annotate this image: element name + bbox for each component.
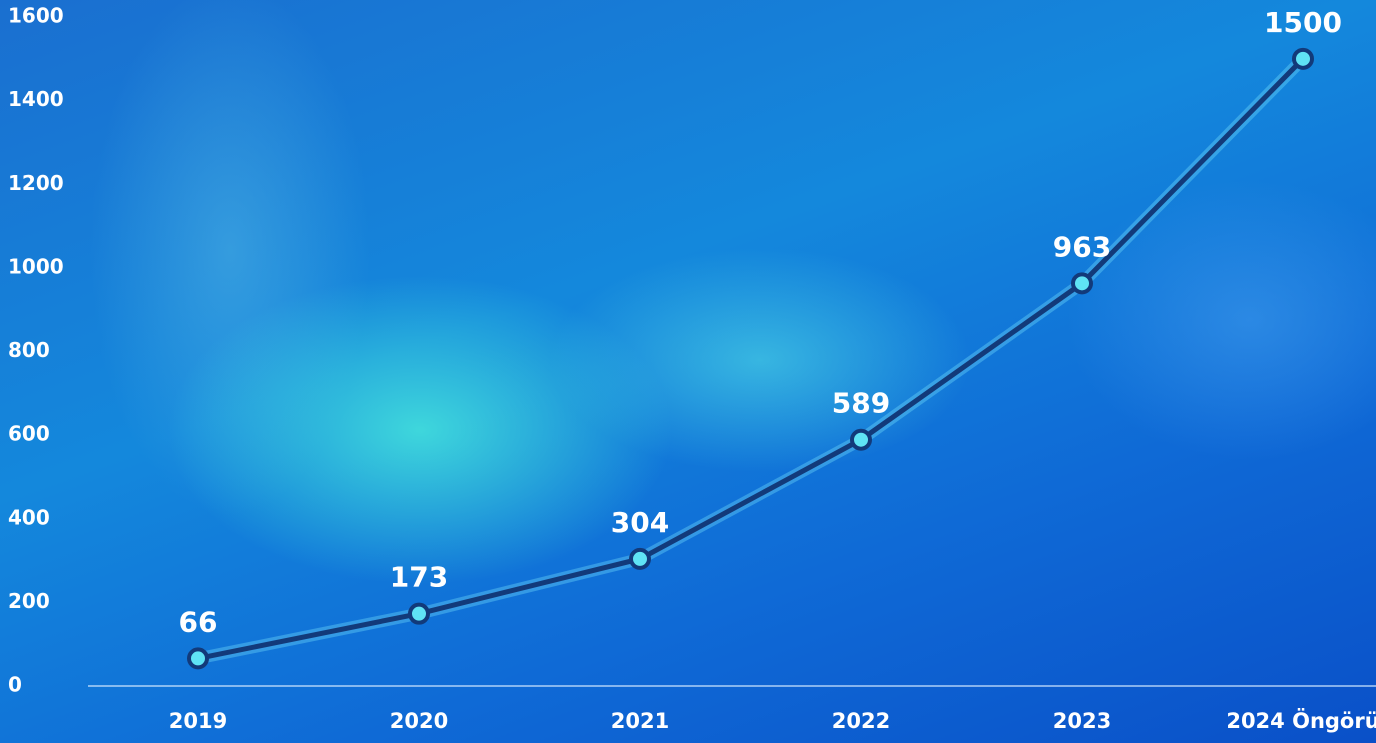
y-tick-label: 800 bbox=[8, 338, 50, 362]
point bbox=[408, 602, 430, 625]
value-label: 304 bbox=[611, 506, 669, 539]
x-tick-label: 2024 Öngörü bbox=[1226, 708, 1376, 733]
x-tick-label: 2019 bbox=[169, 709, 227, 733]
value-label: 963 bbox=[1053, 230, 1111, 263]
point bbox=[1071, 272, 1093, 295]
y-tick-label: 1400 bbox=[8, 87, 64, 111]
x-tick-label: 2021 bbox=[611, 709, 669, 733]
y-tick-label: 400 bbox=[8, 505, 50, 529]
y-tick-label: 600 bbox=[8, 422, 50, 446]
value-label: 1500 bbox=[1264, 6, 1342, 39]
line-glow bbox=[196, 54, 1308, 665]
point bbox=[187, 647, 209, 670]
value-label: 173 bbox=[390, 561, 448, 594]
x-tick-label: 2020 bbox=[390, 709, 448, 733]
point bbox=[850, 428, 872, 451]
y-tick-label: 1000 bbox=[8, 254, 64, 278]
y-tick-label: 1600 bbox=[8, 4, 64, 28]
value-label: 589 bbox=[832, 387, 890, 420]
point bbox=[629, 547, 651, 570]
x-tick-label: 2023 bbox=[1053, 709, 1111, 733]
point bbox=[1292, 47, 1314, 70]
y-tick-label: 1200 bbox=[8, 171, 64, 195]
value-label: 66 bbox=[179, 605, 218, 638]
x-tick-label: 2022 bbox=[832, 709, 890, 733]
y-tick-label: 200 bbox=[8, 589, 50, 613]
line bbox=[197, 57, 1305, 661]
y-tick-label: 0 bbox=[8, 673, 22, 697]
